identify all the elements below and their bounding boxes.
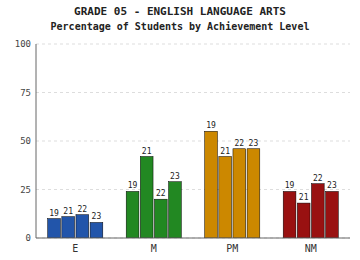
bar-label: 19 bbox=[206, 121, 216, 130]
y-tick-label: 75 bbox=[20, 88, 31, 98]
title: GRADE 05 - ENGLISH LANGUAGE ARTS bbox=[74, 5, 286, 18]
bar-label: 19 bbox=[285, 181, 295, 190]
bar-label: 22 bbox=[313, 174, 323, 183]
bars bbox=[48, 131, 339, 238]
x-tick-label: M bbox=[151, 243, 157, 254]
bar bbox=[169, 182, 182, 238]
y-tick-label: 100 bbox=[15, 39, 31, 49]
bar bbox=[140, 157, 153, 238]
bar-label: 23 bbox=[249, 139, 259, 148]
y-tick-label: 25 bbox=[20, 185, 31, 195]
grid-line bbox=[36, 141, 350, 142]
bar-label: 22 bbox=[156, 189, 166, 198]
bar bbox=[126, 191, 139, 238]
bar bbox=[76, 215, 89, 238]
bar bbox=[311, 184, 324, 238]
grid-line bbox=[36, 44, 350, 45]
x-tick-label: E bbox=[72, 243, 78, 254]
bar-label: 23 bbox=[92, 212, 102, 221]
bar-label: 21 bbox=[63, 207, 73, 216]
bar-labels: 19 19 19 19 21 21 21 21 22 22 22 22 23 23 23 23 bbox=[49, 121, 337, 221]
bar bbox=[154, 199, 167, 238]
bar bbox=[219, 157, 232, 238]
bar bbox=[297, 203, 310, 238]
x-tick-label: NM bbox=[305, 243, 317, 254]
bar-label: 19 bbox=[128, 181, 138, 190]
bar bbox=[233, 149, 246, 238]
grid-line bbox=[36, 238, 350, 239]
bar bbox=[205, 131, 218, 238]
x-axis bbox=[36, 238, 350, 239]
bar-label: 21 bbox=[142, 147, 152, 156]
bar bbox=[62, 217, 75, 238]
bar-label: 21 bbox=[299, 193, 309, 202]
bar bbox=[247, 149, 260, 238]
bar-label: 21 bbox=[220, 147, 230, 156]
y-axis bbox=[36, 44, 37, 238]
bar bbox=[90, 222, 103, 238]
bar bbox=[326, 191, 339, 238]
y-tick-label: 50 bbox=[20, 136, 31, 146]
bar bbox=[283, 191, 296, 238]
grid-line bbox=[36, 189, 350, 190]
subtitle: Percentage of Students by Achievement Le… bbox=[51, 21, 310, 32]
bar bbox=[48, 219, 61, 238]
bar-label: 23 bbox=[170, 172, 180, 181]
bar-label: 23 bbox=[327, 181, 337, 190]
bar-label: 22 bbox=[234, 139, 244, 148]
y-tick-label: 0 bbox=[26, 233, 31, 243]
bar-label: 19 bbox=[49, 209, 59, 218]
bar-label: 22 bbox=[77, 205, 87, 214]
x-tick-label: PM bbox=[226, 243, 238, 254]
grid-line bbox=[36, 92, 350, 93]
chart: GRADE 05 - ENGLISH LANGUAGE ARTS Percenta… bbox=[0, 0, 360, 260]
